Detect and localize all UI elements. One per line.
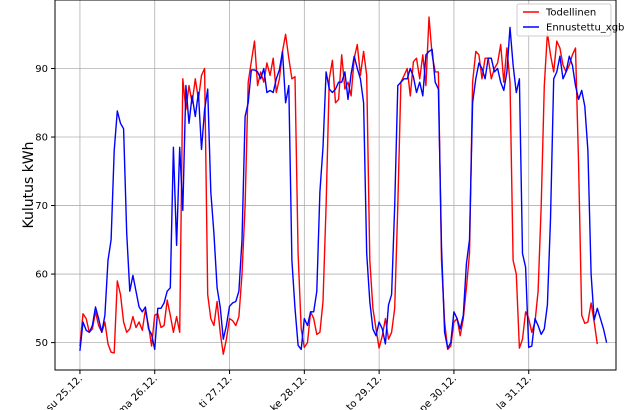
x-tick-label: ke 28.12. (269, 373, 310, 410)
x-tick-label: ti 27.12. (197, 373, 234, 410)
y-axis-label: Kulutus kWh (21, 141, 37, 228)
legend: Todellinen Ennustettu_xgb (516, 3, 624, 37)
plot-background (55, 0, 616, 370)
legend-label-ennustettu-xgb: Ennustettu_xgb (546, 23, 624, 34)
x-tick-label: su 25.12. (44, 373, 85, 410)
y-tick-label: 50 (35, 338, 48, 349)
legend-label-todellinen: Todellinen (545, 8, 596, 19)
x-axis: su 25.12. ma 26.12. ti 27.12. ke 28.12. to 2… (44, 370, 534, 410)
series-layer (79, 16, 608, 355)
x-tick-label: to 29.12. (345, 373, 385, 410)
y-tick-label: 80 (35, 133, 48, 144)
x-tick-label: ma 26.12. (116, 373, 160, 410)
legend-frame (516, 3, 612, 37)
series-line-todellinen (79, 16, 598, 355)
y-axis: 50 60 70 80 90 (35, 64, 55, 349)
y-tick-label: 60 (35, 270, 48, 281)
x-tick-label: la 31.12. (495, 373, 534, 410)
y-tick-label: 70 (35, 201, 48, 212)
x-tick-label: pe 30.12. (418, 373, 459, 410)
plot-frame (54, 0, 617, 371)
y-tick-label: 90 (35, 64, 48, 75)
grid-lines (55, 0, 616, 370)
series-line-ennustettu-xgb (79, 26, 608, 351)
